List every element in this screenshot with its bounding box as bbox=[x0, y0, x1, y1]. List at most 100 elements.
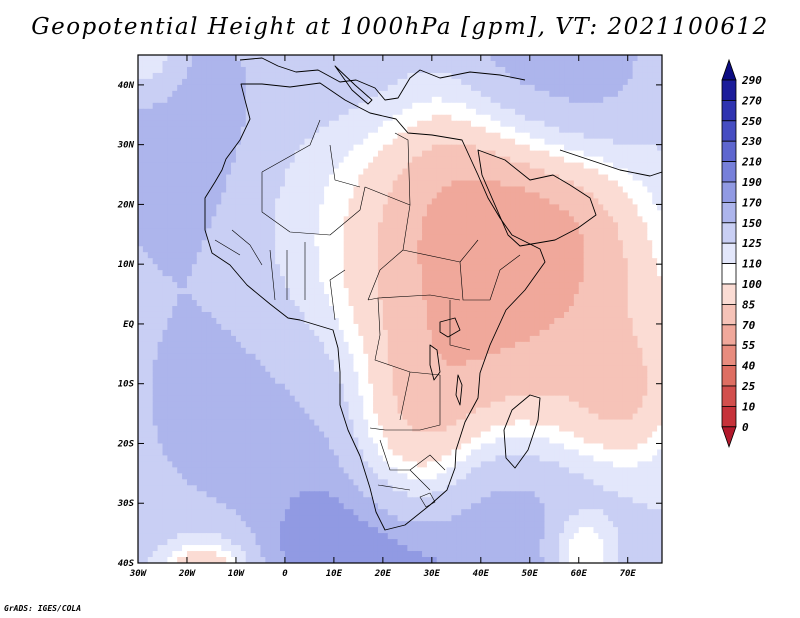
field-cell bbox=[221, 216, 227, 223]
field-cell bbox=[588, 60, 595, 68]
field-cell bbox=[598, 162, 604, 170]
field-cell bbox=[328, 96, 335, 104]
field-cell bbox=[608, 228, 614, 235]
field-cell bbox=[436, 126, 443, 134]
field-cell bbox=[294, 246, 301, 253]
field-cell bbox=[657, 240, 662, 247]
field-cell bbox=[138, 174, 144, 182]
field-cell bbox=[559, 114, 565, 122]
field-cell bbox=[368, 174, 374, 182]
field-cell bbox=[280, 174, 286, 182]
field-cell bbox=[495, 120, 501, 128]
field-cell bbox=[333, 264, 340, 271]
field-cell bbox=[608, 102, 614, 110]
field-cell bbox=[196, 317, 203, 325]
field-cell bbox=[162, 174, 168, 182]
field-cell bbox=[167, 252, 173, 259]
field-cell bbox=[593, 156, 599, 164]
field-cell bbox=[216, 55, 222, 62]
field-cell bbox=[373, 162, 379, 170]
field-cell bbox=[446, 240, 453, 247]
field-cell bbox=[363, 84, 369, 92]
field-cell bbox=[231, 216, 237, 223]
field-cell bbox=[201, 120, 208, 128]
field-cell bbox=[554, 234, 560, 241]
field-cell bbox=[280, 246, 286, 253]
field-cell bbox=[505, 162, 511, 170]
field-cell bbox=[275, 300, 281, 307]
field-cell bbox=[426, 174, 433, 182]
field-cell bbox=[519, 84, 526, 92]
field-cell bbox=[324, 240, 330, 247]
field-cell bbox=[490, 270, 497, 277]
field-cell bbox=[436, 311, 443, 319]
field-cell bbox=[392, 102, 399, 110]
field-cell bbox=[397, 210, 404, 217]
field-cell bbox=[142, 126, 149, 134]
field-cell bbox=[622, 126, 629, 134]
field-cell bbox=[235, 78, 242, 86]
field-cell bbox=[480, 276, 487, 283]
field-cell bbox=[642, 204, 648, 211]
field-cell bbox=[461, 306, 467, 313]
field-cell bbox=[485, 317, 492, 325]
field-cell bbox=[319, 210, 325, 217]
field-cell bbox=[461, 126, 467, 134]
field-cell bbox=[211, 90, 217, 98]
field-cell bbox=[451, 234, 457, 241]
field-cell bbox=[441, 240, 448, 247]
field-cell bbox=[245, 96, 252, 104]
field-cell bbox=[343, 282, 350, 289]
field-cell bbox=[515, 114, 521, 122]
field-cell bbox=[182, 300, 188, 307]
field-cell bbox=[299, 270, 306, 277]
field-cell bbox=[373, 240, 379, 247]
field-cell bbox=[304, 294, 310, 301]
field-cell bbox=[191, 240, 198, 247]
field-cell bbox=[211, 210, 217, 217]
field-cell bbox=[275, 126, 281, 134]
field-cell bbox=[568, 198, 575, 206]
field-cell bbox=[466, 246, 472, 253]
field-cell bbox=[647, 228, 653, 235]
field-cell bbox=[426, 102, 433, 110]
field-cell bbox=[240, 300, 247, 307]
field-cell bbox=[324, 66, 330, 74]
field-cell bbox=[412, 114, 418, 122]
field-cell bbox=[456, 150, 462, 158]
field-cell bbox=[392, 240, 399, 247]
field-cell bbox=[524, 180, 531, 188]
field-cell bbox=[466, 282, 472, 289]
field-cell bbox=[235, 222, 242, 229]
field-cell bbox=[368, 66, 374, 74]
field-cell bbox=[426, 329, 433, 337]
field-cell bbox=[603, 317, 609, 325]
field-cell bbox=[573, 294, 580, 301]
field-cell bbox=[324, 294, 330, 301]
field-cell bbox=[377, 174, 384, 182]
field-cell bbox=[608, 294, 614, 301]
field-cell bbox=[426, 192, 433, 200]
field-cell bbox=[637, 102, 644, 110]
field-cell bbox=[304, 204, 310, 211]
field-cell bbox=[299, 60, 306, 68]
field-cell bbox=[456, 288, 462, 295]
field-cell bbox=[201, 317, 208, 325]
field-cell bbox=[221, 66, 227, 74]
field-cell bbox=[397, 96, 404, 104]
field-cell bbox=[495, 192, 501, 200]
field-cell bbox=[461, 323, 467, 331]
field-cell bbox=[613, 138, 619, 146]
field-cell bbox=[358, 84, 364, 92]
field-cell bbox=[466, 114, 472, 122]
field-cell bbox=[559, 264, 565, 271]
field-cell bbox=[642, 72, 648, 80]
field-cell bbox=[431, 282, 438, 289]
field-cell bbox=[529, 198, 536, 206]
height-field bbox=[138, 55, 662, 563]
field-cell bbox=[617, 204, 624, 211]
field-cell bbox=[598, 150, 604, 158]
field-cell bbox=[495, 55, 501, 62]
field-cell bbox=[598, 60, 604, 68]
field-cell bbox=[407, 72, 413, 80]
